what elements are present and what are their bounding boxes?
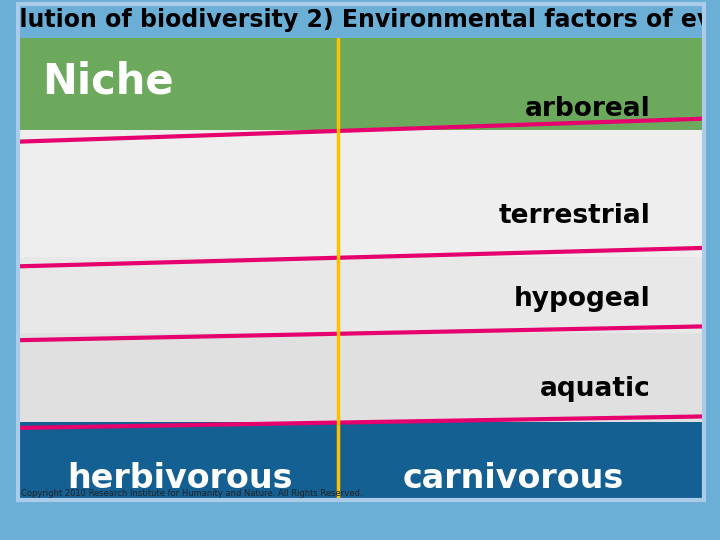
Bar [18, 422, 706, 500]
Text: hypogeal: hypogeal [514, 286, 651, 312]
Bar [18, 130, 706, 257]
Bar [18, 38, 706, 130]
Text: Niche: Niche [42, 60, 174, 103]
Bar [18, 38, 706, 130]
Text: terrestrial: terrestrial [499, 202, 651, 228]
Bar [0, 0, 18, 540]
Bar [18, 257, 706, 333]
Text: Copyright 2010 Research Institute for Humanity and Nature. All Rights Reserved.: Copyright 2010 Research Institute for Hu… [22, 489, 363, 498]
Bar [18, 422, 706, 500]
Bar [18, 422, 706, 500]
Text: Ø1. Evolution of biodiversity 2) Environmental factors of evolution: Ø1. Evolution of biodiversity 2) Environ… [0, 8, 720, 32]
Text: carnivorous: carnivorous [402, 462, 624, 495]
Bar [702, 0, 720, 540]
Bar [18, 422, 706, 500]
Bar [18, 38, 706, 130]
Text: herbivorous: herbivorous [67, 462, 292, 495]
Bar [0, 500, 720, 540]
Text: aquatic: aquatic [540, 376, 651, 402]
Bar [18, 333, 706, 422]
Text: arboreal: arboreal [525, 96, 651, 123]
Bar [18, 38, 706, 130]
